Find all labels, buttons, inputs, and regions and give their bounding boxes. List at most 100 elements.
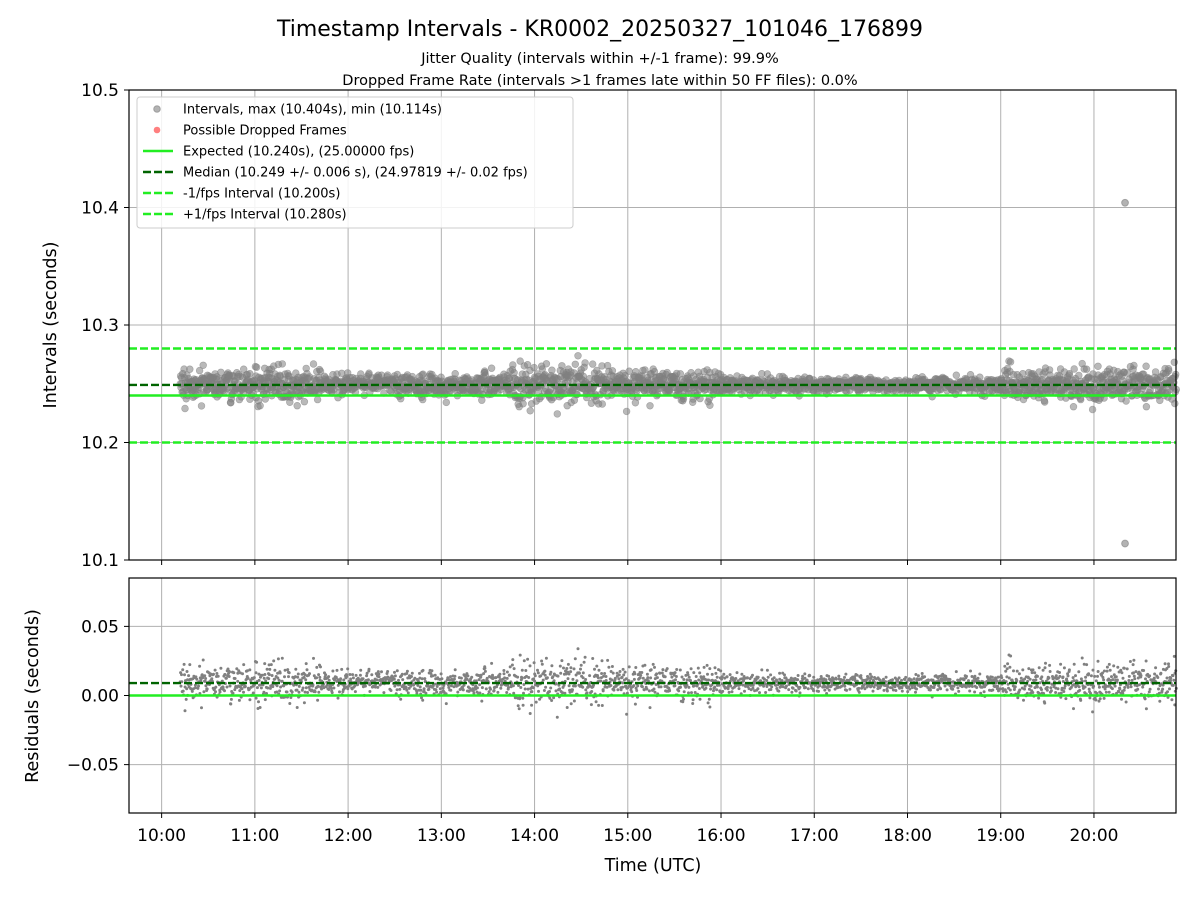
residual-point [1040,675,1044,679]
residual-point [456,690,460,694]
residual-point [490,661,494,665]
residual-point [461,688,465,692]
residual-point [1157,687,1160,691]
residual-point [837,674,841,678]
residual-point [440,677,444,681]
residual-point [725,675,729,679]
residual-point [418,671,421,675]
interval-point [548,366,556,374]
residual-point [304,686,308,690]
residual-point [818,684,822,688]
residual-point [680,675,684,679]
residual-point [532,661,536,665]
residual-point [1040,688,1043,692]
residual-point [607,665,611,669]
residual-point [363,684,367,688]
residual-point [354,673,358,677]
residual-point [536,668,539,672]
residual-point [483,669,487,673]
residual-point [584,678,588,681]
residual-point [627,665,631,669]
residual-point [1144,677,1147,681]
intervals-reference-lines [129,347,1176,444]
residual-point [973,690,977,694]
residual-point [1058,671,1061,674]
residual-point [692,684,696,688]
residual-point [827,688,831,692]
residual-point [604,675,608,678]
residual-point [659,685,663,689]
residual-point [894,689,898,692]
residual-point [395,688,399,692]
residual-point [1018,688,1022,692]
residual-point [715,675,719,679]
residual-point [1080,656,1084,660]
residual-point [696,666,700,670]
residual-point [643,663,647,667]
residual-point [480,686,484,690]
residual-point [255,686,259,690]
residual-point [405,688,409,692]
residual-point [251,691,255,695]
residual-point [453,668,457,672]
residual-point [348,673,352,676]
residual-point [565,667,569,670]
legend-expected: Expected (10.240s), (25.00000 fps) [183,145,414,160]
interval-point [197,402,206,410]
residual-point [1036,674,1039,678]
residual-point [612,688,616,692]
interval-point [509,361,517,369]
residual-point [368,690,372,693]
residual-point [978,672,982,676]
residual-point [1056,687,1060,691]
residual-point [1170,698,1174,702]
intervals-plot: 10.110.210.310.410.5 Intervals (seconds) [41,81,1181,571]
interval-point [952,371,960,379]
min-interval-point [1121,539,1129,548]
residual-point [1000,676,1004,680]
residual-point [183,673,186,677]
residual-point [228,670,231,674]
residual-point [722,672,726,676]
residual-point [709,687,713,691]
residual-point [1043,666,1047,670]
residual-point [769,673,773,677]
residual-point [483,666,487,670]
residual-point [183,709,187,713]
interval-point [316,367,325,375]
residual-point [1130,678,1134,682]
residual-point [258,706,262,709]
residual-point [575,679,579,683]
residual-point [1107,690,1111,694]
residual-point [1087,672,1091,676]
residual-point [1156,676,1160,679]
residual-point [834,677,838,681]
residual-point [435,690,439,694]
residual-point [319,665,322,669]
residual-point [787,688,791,692]
residual-point [900,678,903,682]
residual-point [770,685,774,689]
residual-point [730,690,734,694]
residual-point [682,697,685,701]
residual-point [1077,685,1081,689]
residual-point [673,671,677,675]
residual-point [435,685,439,688]
residual-point [756,675,760,679]
interval-point [706,401,714,409]
residual-point [306,691,310,694]
residual-point [1144,659,1148,663]
residual-point [857,686,861,690]
residual-point [708,705,712,709]
residual-point [996,684,1000,688]
residual-point [180,673,183,677]
residual-point [1041,668,1045,672]
residual-point [710,672,714,676]
residual-point [283,675,286,679]
residual-point [1059,662,1063,666]
residual-point [1127,679,1131,682]
residual-point [677,689,681,693]
residual-point [339,677,343,681]
residual-point [1009,654,1013,658]
residual-point [1045,688,1049,692]
